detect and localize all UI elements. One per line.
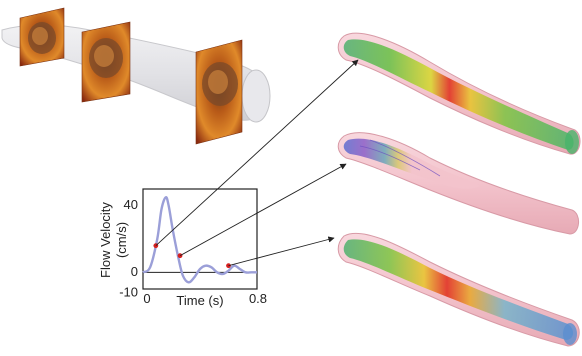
vessel-with-mri-slices (1, 7, 271, 145)
mri-slice-2 (81, 21, 131, 103)
y-axis-label-line1: Flow Velocity (98, 202, 113, 278)
pointer-arrows (155, 59, 359, 267)
vessel-end-cap (241, 69, 271, 123)
x-tick-0.8: 0.8 (249, 291, 267, 306)
arrow-to-vessel-2 (179, 163, 347, 257)
flow-vessel-top (337, 32, 581, 155)
flow-vessel-middle (337, 132, 579, 235)
arrow-to-vessel-1 (155, 59, 359, 246)
flow-velocity-chart: 40 0 -10 0 0.8 Time (s) Time (s) Flow Ve… (98, 188, 267, 308)
velocity-curve (142, 196, 257, 284)
y-tick-0: 0 (131, 264, 138, 279)
y-tick-40: 40 (124, 197, 138, 212)
mri-slice-1 (19, 7, 65, 67)
x-axis-label-visible: Time (s) (176, 293, 223, 308)
x-tick-0: 0 (143, 291, 150, 306)
arrow-to-vessel-3 (228, 236, 335, 267)
y-axis-label-line2: (cm/s) (114, 222, 129, 258)
flow-vessel-bottom (337, 232, 580, 347)
mri-slice-3 (195, 39, 243, 145)
chart-frame (142, 188, 258, 290)
y-tick-minus10: -10 (119, 284, 138, 299)
